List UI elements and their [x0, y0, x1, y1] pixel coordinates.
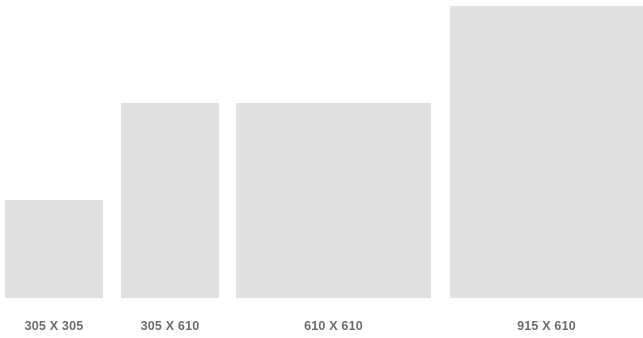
size-tile-305x305 — [5, 200, 103, 298]
size-label-915x610: 915 X 610 — [517, 319, 576, 333]
size-tile-305x610 — [121, 103, 219, 298]
size-tile-610x610 — [236, 103, 431, 298]
size-tile-915x610 — [450, 6, 643, 298]
size-label-305x305: 305 X 305 — [24, 319, 84, 333]
size-label-610x610: 610 X 610 — [304, 319, 363, 333]
size-label-305x610: 305 X 610 — [140, 319, 200, 333]
